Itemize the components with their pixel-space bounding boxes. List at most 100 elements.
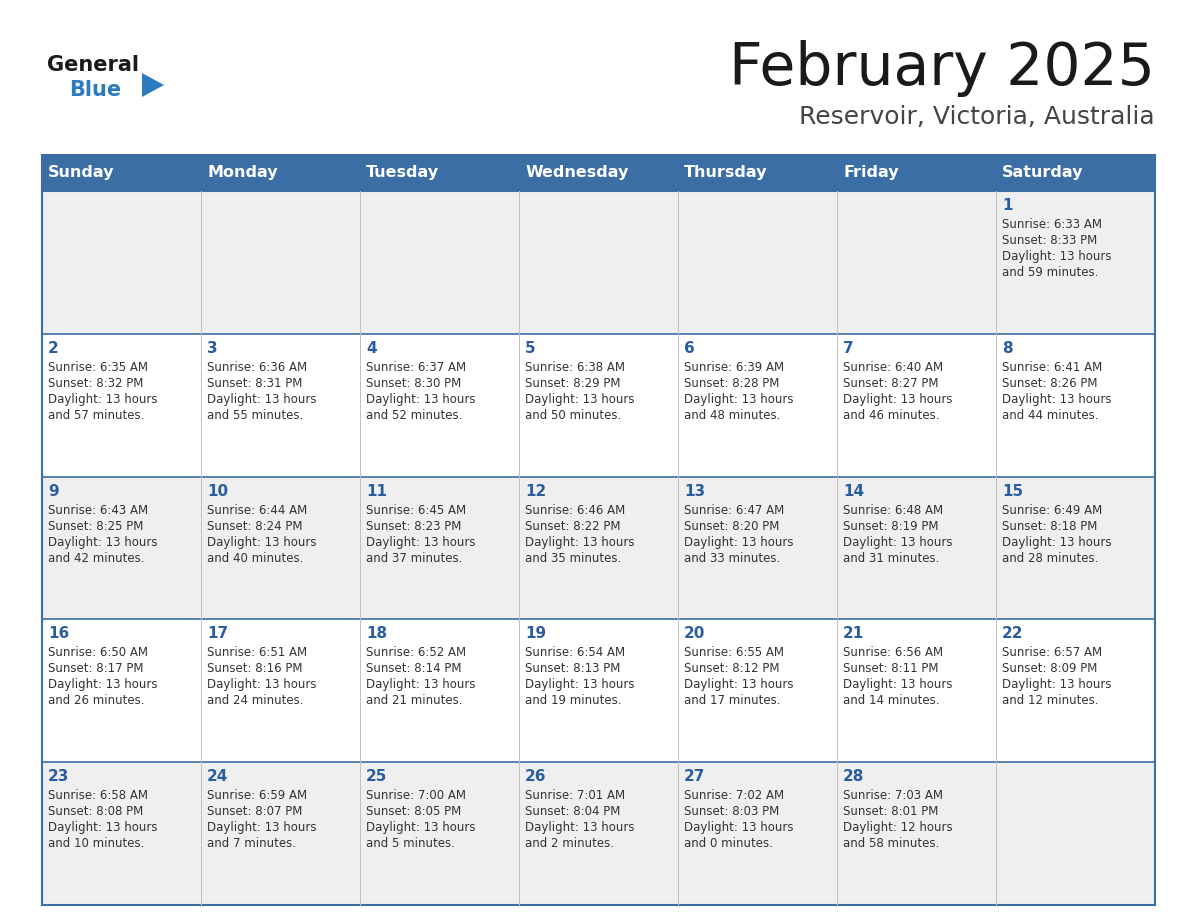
Text: 7: 7: [843, 341, 854, 356]
Bar: [42, 334, 1155, 476]
Text: Sunrise: 6:38 AM: Sunrise: 6:38 AM: [525, 361, 625, 374]
Text: Daylight: 13 hours: Daylight: 13 hours: [48, 393, 158, 406]
Text: 11: 11: [366, 484, 387, 498]
Text: and 40 minutes.: and 40 minutes.: [207, 552, 303, 565]
Text: Sunrise: 6:44 AM: Sunrise: 6:44 AM: [207, 504, 308, 517]
Text: Sunrise: 6:49 AM: Sunrise: 6:49 AM: [1001, 504, 1102, 517]
Text: Sunset: 8:20 PM: Sunset: 8:20 PM: [684, 520, 779, 532]
Text: Sunrise: 6:58 AM: Sunrise: 6:58 AM: [48, 789, 148, 802]
Text: and 19 minutes.: and 19 minutes.: [525, 694, 621, 708]
Text: 12: 12: [525, 484, 546, 498]
Text: Daylight: 13 hours: Daylight: 13 hours: [366, 678, 475, 691]
Text: Sunset: 8:31 PM: Sunset: 8:31 PM: [207, 376, 303, 390]
Text: and 55 minutes.: and 55 minutes.: [207, 409, 303, 421]
Text: and 42 minutes.: and 42 minutes.: [48, 552, 145, 565]
Text: Sunset: 8:30 PM: Sunset: 8:30 PM: [366, 376, 461, 390]
Text: Daylight: 13 hours: Daylight: 13 hours: [684, 393, 794, 406]
Bar: [42, 476, 1155, 620]
Text: Sunset: 8:08 PM: Sunset: 8:08 PM: [48, 805, 144, 818]
Text: Sunrise: 6:33 AM: Sunrise: 6:33 AM: [1001, 218, 1102, 231]
Text: Sunrise: 6:55 AM: Sunrise: 6:55 AM: [684, 646, 784, 659]
Text: 6: 6: [684, 341, 695, 356]
Text: Sunset: 8:07 PM: Sunset: 8:07 PM: [207, 805, 303, 818]
Text: 25: 25: [366, 769, 387, 784]
Text: Daylight: 13 hours: Daylight: 13 hours: [366, 393, 475, 406]
Text: Sunset: 8:16 PM: Sunset: 8:16 PM: [207, 663, 303, 676]
Text: Sunset: 8:03 PM: Sunset: 8:03 PM: [684, 805, 779, 818]
Text: Sunrise: 6:39 AM: Sunrise: 6:39 AM: [684, 361, 784, 374]
Text: Sunset: 8:32 PM: Sunset: 8:32 PM: [48, 376, 144, 390]
Text: Sunrise: 7:03 AM: Sunrise: 7:03 AM: [843, 789, 943, 802]
Text: Daylight: 13 hours: Daylight: 13 hours: [525, 678, 634, 691]
Text: 24: 24: [207, 769, 228, 784]
Bar: [42, 155, 1155, 191]
Text: 16: 16: [48, 626, 69, 642]
Text: Sunset: 8:22 PM: Sunset: 8:22 PM: [525, 520, 620, 532]
Text: Daylight: 13 hours: Daylight: 13 hours: [843, 678, 953, 691]
Text: Sunrise: 6:57 AM: Sunrise: 6:57 AM: [1001, 646, 1102, 659]
Text: and 48 minutes.: and 48 minutes.: [684, 409, 781, 421]
Text: Sunrise: 6:47 AM: Sunrise: 6:47 AM: [684, 504, 784, 517]
Text: and 12 minutes.: and 12 minutes.: [1001, 694, 1099, 708]
Text: 1: 1: [1001, 198, 1012, 213]
Text: Wednesday: Wednesday: [525, 165, 628, 181]
Text: 4: 4: [366, 341, 377, 356]
Text: 9: 9: [48, 484, 58, 498]
Text: 26: 26: [525, 769, 546, 784]
Text: February 2025: February 2025: [729, 40, 1155, 97]
Text: Thursday: Thursday: [684, 165, 767, 181]
Text: and 58 minutes.: and 58 minutes.: [843, 837, 940, 850]
Text: 21: 21: [843, 626, 864, 642]
Text: Daylight: 13 hours: Daylight: 13 hours: [207, 393, 316, 406]
Text: Monday: Monday: [208, 165, 278, 181]
Text: 23: 23: [48, 769, 69, 784]
Text: Daylight: 12 hours: Daylight: 12 hours: [843, 822, 953, 834]
Text: and 46 minutes.: and 46 minutes.: [843, 409, 940, 421]
Text: Sunset: 8:09 PM: Sunset: 8:09 PM: [1001, 663, 1098, 676]
Text: Sunrise: 6:54 AM: Sunrise: 6:54 AM: [525, 646, 625, 659]
Text: and 2 minutes.: and 2 minutes.: [525, 837, 614, 850]
Text: Sunrise: 6:36 AM: Sunrise: 6:36 AM: [207, 361, 308, 374]
Text: and 31 minutes.: and 31 minutes.: [843, 552, 940, 565]
Text: and 5 minutes.: and 5 minutes.: [366, 837, 455, 850]
Text: Sunset: 8:28 PM: Sunset: 8:28 PM: [684, 376, 779, 390]
Text: 20: 20: [684, 626, 706, 642]
Text: Sunset: 8:33 PM: Sunset: 8:33 PM: [1001, 234, 1098, 247]
Text: Daylight: 13 hours: Daylight: 13 hours: [1001, 678, 1112, 691]
Text: Daylight: 13 hours: Daylight: 13 hours: [207, 822, 316, 834]
Text: Sunrise: 7:01 AM: Sunrise: 7:01 AM: [525, 789, 625, 802]
Text: Reservoir, Victoria, Australia: Reservoir, Victoria, Australia: [800, 105, 1155, 129]
Text: Daylight: 13 hours: Daylight: 13 hours: [48, 535, 158, 549]
Text: 18: 18: [366, 626, 387, 642]
Text: 2: 2: [48, 341, 58, 356]
Text: 8: 8: [1001, 341, 1012, 356]
Text: and 50 minutes.: and 50 minutes.: [525, 409, 621, 421]
Text: Daylight: 13 hours: Daylight: 13 hours: [366, 535, 475, 549]
Bar: [42, 762, 1155, 905]
Text: and 26 minutes.: and 26 minutes.: [48, 694, 145, 708]
Text: Daylight: 13 hours: Daylight: 13 hours: [366, 822, 475, 834]
Text: Sunrise: 6:41 AM: Sunrise: 6:41 AM: [1001, 361, 1102, 374]
Text: 14: 14: [843, 484, 864, 498]
Text: Sunset: 8:04 PM: Sunset: 8:04 PM: [525, 805, 620, 818]
Text: 10: 10: [207, 484, 228, 498]
Text: Sunrise: 6:56 AM: Sunrise: 6:56 AM: [843, 646, 943, 659]
Text: Daylight: 13 hours: Daylight: 13 hours: [525, 822, 634, 834]
Text: 27: 27: [684, 769, 706, 784]
Text: 22: 22: [1001, 626, 1024, 642]
Text: Daylight: 13 hours: Daylight: 13 hours: [48, 822, 158, 834]
Text: Daylight: 13 hours: Daylight: 13 hours: [684, 678, 794, 691]
Text: Blue: Blue: [69, 80, 121, 100]
Text: Sunset: 8:05 PM: Sunset: 8:05 PM: [366, 805, 461, 818]
Bar: [42, 191, 1155, 334]
Text: Daylight: 13 hours: Daylight: 13 hours: [843, 393, 953, 406]
Text: Sunset: 8:19 PM: Sunset: 8:19 PM: [843, 520, 939, 532]
Text: Sunset: 8:13 PM: Sunset: 8:13 PM: [525, 663, 620, 676]
Bar: [42, 620, 1155, 762]
Text: and 33 minutes.: and 33 minutes.: [684, 552, 781, 565]
Text: Sunset: 8:25 PM: Sunset: 8:25 PM: [48, 520, 144, 532]
Text: Daylight: 13 hours: Daylight: 13 hours: [48, 678, 158, 691]
Text: Saturday: Saturday: [1003, 165, 1083, 181]
Text: Daylight: 13 hours: Daylight: 13 hours: [684, 535, 794, 549]
Text: Sunrise: 6:35 AM: Sunrise: 6:35 AM: [48, 361, 148, 374]
